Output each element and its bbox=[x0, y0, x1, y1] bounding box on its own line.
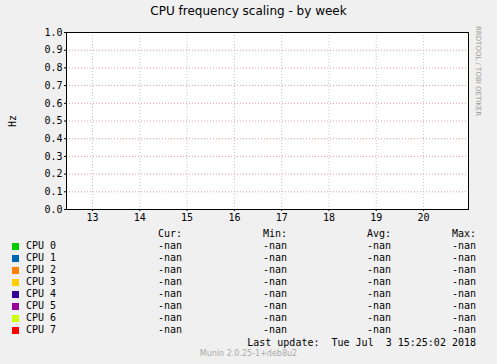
html-text:-nan: -nan bbox=[366, 240, 391, 251]
svg-text:0.1: 0.1 bbox=[44, 186, 62, 197]
html-text:-nan: -nan bbox=[157, 276, 182, 287]
html-text:Cur:: Cur: bbox=[157, 228, 182, 239]
svg-text:0.3: 0.3 bbox=[44, 151, 62, 162]
svg-text:Hz: Hz bbox=[7, 115, 18, 127]
svg-text:15: 15 bbox=[181, 212, 193, 223]
svg-text:0.0: 0.0 bbox=[44, 204, 62, 215]
svg-text:1.0: 1.0 bbox=[44, 27, 62, 38]
html-text:-nan: -nan bbox=[366, 312, 391, 323]
svg-text:14: 14 bbox=[134, 212, 146, 223]
html-text:Min:: Min: bbox=[262, 228, 287, 239]
html-text:-nan: -nan bbox=[157, 300, 182, 311]
svg-text:17: 17 bbox=[276, 212, 288, 223]
svg-text:0.9: 0.9 bbox=[44, 44, 62, 55]
html-text:-nan: -nan bbox=[157, 252, 182, 263]
html-text:-nan: -nan bbox=[451, 324, 476, 335]
html-text:CPU 6: CPU 6 bbox=[26, 312, 57, 323]
html-text:-nan: -nan bbox=[366, 276, 391, 287]
html-text:RRDTOOL / TOBI OETIKER: RRDTOOL / TOBI OETIKER bbox=[474, 26, 482, 117]
html-text:-nan: -nan bbox=[451, 288, 476, 299]
html-text:-nan: -nan bbox=[262, 264, 287, 275]
html-text:-nan: -nan bbox=[157, 312, 182, 323]
svg-text:0.5: 0.5 bbox=[44, 115, 62, 126]
html-text:CPU 4: CPU 4 bbox=[26, 288, 57, 299]
html-text:-nan: -nan bbox=[366, 324, 391, 335]
html-text:-nan: -nan bbox=[451, 252, 476, 263]
svg-text:0.7: 0.7 bbox=[44, 80, 62, 91]
html-text:-nan: -nan bbox=[157, 288, 182, 299]
html-text:-nan: -nan bbox=[366, 252, 391, 263]
html-text:-nan: -nan bbox=[262, 288, 287, 299]
html-text:-nan: -nan bbox=[262, 276, 287, 287]
html-text:-nan: -nan bbox=[451, 240, 476, 251]
html-text:Max:: Max: bbox=[451, 228, 476, 239]
html-text:CPU 3: CPU 3 bbox=[26, 276, 57, 287]
svg-text:0.6: 0.6 bbox=[44, 98, 62, 109]
html-text:CPU 1: CPU 1 bbox=[26, 252, 57, 263]
html-text:-nan: -nan bbox=[262, 324, 287, 335]
html-text:CPU 7: CPU 7 bbox=[26, 324, 57, 335]
html-text:-nan: -nan bbox=[157, 264, 182, 275]
html-text:-nan: -nan bbox=[451, 276, 476, 287]
svg-text:0.2: 0.2 bbox=[44, 168, 62, 179]
html-text:-nan: -nan bbox=[262, 300, 287, 311]
html-text:CPU 0: CPU 0 bbox=[26, 240, 57, 251]
html-text:-nan: -nan bbox=[451, 312, 476, 323]
html-text:-nan: -nan bbox=[262, 240, 287, 251]
html-text:Last update: Tue Jul 3 15:25:0: Last update: Tue Jul 3 15:25:02 2018 bbox=[247, 337, 476, 348]
html-text:-nan: -nan bbox=[366, 288, 391, 299]
html-text:CPU 2: CPU 2 bbox=[26, 264, 57, 275]
html-text:-nan: -nan bbox=[262, 252, 287, 263]
html-text:-nan: -nan bbox=[366, 300, 391, 311]
svg-text:13: 13 bbox=[86, 212, 98, 223]
svg-text:19: 19 bbox=[370, 212, 382, 223]
svg-text:0.8: 0.8 bbox=[44, 62, 62, 73]
svg-text:0.4: 0.4 bbox=[44, 133, 62, 144]
html-text:Munin 2.0.25-1+deb8u2: Munin 2.0.25-1+deb8u2 bbox=[199, 349, 298, 358]
html-text:Avg:: Avg: bbox=[366, 228, 391, 239]
svg-text:16: 16 bbox=[228, 212, 240, 223]
html-text:-nan: -nan bbox=[451, 300, 476, 311]
svg-text:20: 20 bbox=[418, 212, 430, 223]
html-text:CPU frequency scaling - by wee: CPU frequency scaling - by week bbox=[150, 4, 347, 18]
html-text:-nan: -nan bbox=[157, 324, 182, 335]
html-text:-nan: -nan bbox=[262, 312, 287, 323]
html-text:-nan: -nan bbox=[451, 264, 476, 275]
html-text:-nan: -nan bbox=[366, 264, 391, 275]
html-text:CPU 5: CPU 5 bbox=[26, 300, 57, 311]
svg-text:18: 18 bbox=[323, 212, 335, 223]
html-text:-nan: -nan bbox=[157, 240, 182, 251]
